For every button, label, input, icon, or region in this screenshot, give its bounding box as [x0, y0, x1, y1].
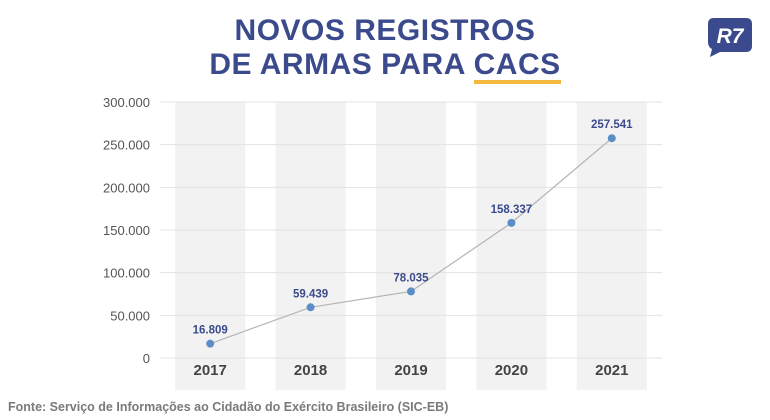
title-line-2: DE ARMAS PARA CACS: [0, 48, 770, 84]
y-tick-label: 250.000: [103, 138, 150, 153]
r7-logo: R7: [708, 18, 752, 57]
data-label-2021: 257.541: [591, 119, 633, 131]
x-tick-label-2021: 2021: [595, 362, 628, 379]
r7-logo-text: R7: [717, 25, 745, 48]
title-line-1: NOVOS REGISTROS: [234, 14, 536, 47]
data-point-2018: [306, 303, 315, 312]
x-tick-label-2018: 2018: [294, 362, 327, 379]
title-line-2-prefix: DE ARMAS PARA: [209, 48, 474, 81]
chart-title: NOVOS REGISTROS DE ARMAS PARA CACS: [0, 14, 770, 84]
y-tick-label: 150.000: [103, 223, 150, 238]
y-tick-label: 0: [143, 351, 150, 366]
x-tick-label-2020: 2020: [495, 362, 528, 379]
y-tick-label: 100.000: [103, 266, 150, 281]
column-band-2021: [576, 102, 647, 390]
y-tick-label: 200.000: [103, 180, 150, 195]
data-label-2019: 78.035: [393, 272, 429, 284]
data-point-2020: [507, 218, 516, 227]
y-tick-label: 300.000: [103, 95, 150, 110]
data-label-2020: 158.337: [491, 204, 533, 216]
x-tick-label-2017: 2017: [194, 362, 227, 379]
data-point-2017: [206, 339, 215, 348]
column-band-2019: [376, 102, 446, 390]
column-band-2020: [476, 102, 547, 390]
title-highlight-cacs: CACS: [473, 48, 561, 84]
data-label-2018: 59.439: [293, 288, 328, 300]
data-label-2017: 16.809: [193, 325, 228, 337]
column-band-2018: [275, 102, 346, 390]
x-tick-label-2019: 2019: [394, 362, 427, 379]
y-tick-label: 50.000: [110, 308, 150, 323]
data-point-2021: [607, 134, 616, 143]
r7-logo-badge: [708, 18, 752, 57]
source-note: Fonte: Serviço de Informações ao Cidadão…: [8, 400, 449, 414]
data-point-2019: [407, 287, 415, 296]
